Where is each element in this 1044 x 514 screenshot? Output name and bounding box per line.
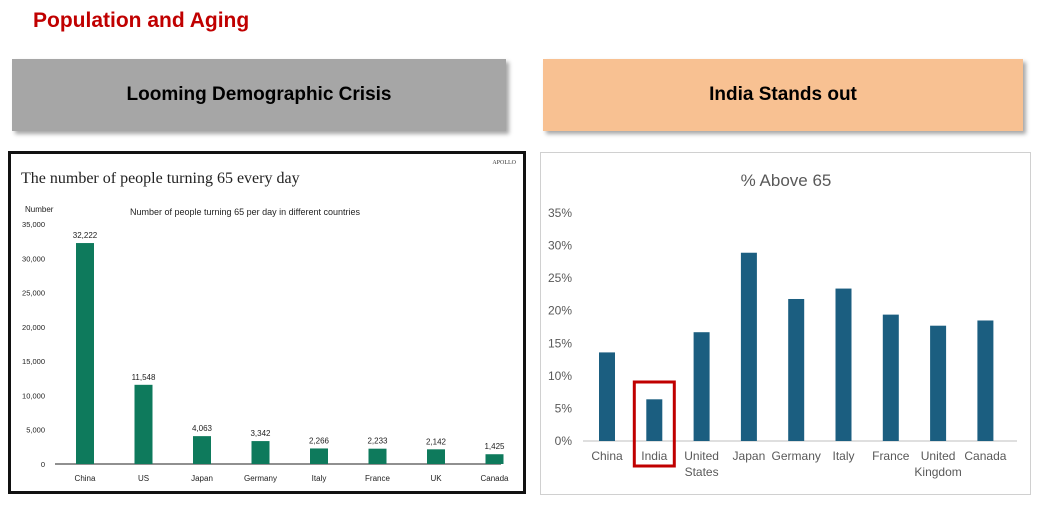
y-tick-label: 0%	[555, 434, 573, 448]
bar	[193, 436, 211, 464]
y-tick-label: 30%	[548, 239, 572, 253]
data-label: 11,548	[132, 373, 156, 382]
bar	[930, 325, 947, 441]
y-tick-label: 25,000	[22, 289, 45, 298]
x-tick-label: United Kingdom	[914, 449, 961, 479]
data-label: 32,222	[73, 231, 98, 240]
india-highlight-box	[632, 380, 676, 468]
y-tick-label: 0	[41, 460, 45, 469]
brand-label: APOLLO	[492, 160, 516, 166]
bar	[835, 288, 852, 441]
left-banner: Looming Demographic Crisis	[12, 59, 506, 131]
y-tick-label: 30,000	[22, 254, 45, 263]
x-tick-label: Germany	[772, 449, 821, 463]
y-tick-label: 35,000	[22, 220, 45, 229]
right-chart: % Above 65 0% 5% 10% 15% 20% 25% 30% 35% China Ind…	[548, 171, 1017, 479]
bar	[740, 252, 757, 441]
bar	[977, 320, 994, 441]
x-tick-label: UK	[430, 474, 442, 483]
y-tick-label: 15%	[548, 336, 572, 350]
left-chart-panel: The number of people turning 65 every da…	[8, 151, 526, 494]
y-tick-label: 15,000	[22, 357, 45, 366]
data-label: 1,425	[484, 442, 505, 451]
chart-title: The number of people turning 65 every da…	[21, 170, 300, 187]
x-tick-label: Germany	[244, 474, 277, 483]
data-label: 2,266	[309, 436, 330, 445]
bar	[134, 384, 153, 464]
chart-title: % Above 65	[741, 171, 832, 190]
slide-title: Population and Aging	[33, 9, 250, 32]
x-tick-label: France	[872, 449, 910, 463]
bar	[251, 441, 270, 464]
x-tick-label: Japan	[733, 449, 766, 463]
x-tick-label: Canada	[480, 474, 509, 483]
bar	[76, 243, 94, 464]
bar	[788, 298, 805, 441]
y-tick-label: 10,000	[22, 391, 45, 400]
bar	[646, 399, 663, 441]
x-tick-label: China	[591, 449, 623, 463]
y-tick-label: 5,000	[26, 426, 45, 435]
x-tick-label: Japan	[191, 474, 213, 483]
data-label: 3,342	[250, 429, 271, 438]
bar	[368, 448, 387, 464]
left-chart: The number of people turning 65 every da…	[21, 160, 517, 483]
y-tick-label: 20%	[548, 304, 572, 318]
y-tick-label: 35%	[548, 206, 572, 220]
data-label: 2,233	[367, 437, 388, 446]
x-tick-label: Italy	[312, 474, 327, 483]
y-tick-label: 10%	[548, 369, 572, 383]
data-label: 2,142	[426, 437, 447, 446]
x-tick-label: France	[365, 474, 390, 483]
x-tick-label: United States	[684, 449, 719, 479]
x-tick-label: US	[138, 474, 149, 483]
bar	[693, 332, 710, 441]
y-tick-label: 25%	[548, 271, 572, 285]
bar	[310, 448, 328, 464]
x-tick-label: Italy	[832, 449, 854, 463]
chart-subtitle: Number of people turning 65 per day in d…	[130, 207, 360, 217]
bar	[599, 352, 615, 441]
data-label: 4,063	[192, 424, 213, 433]
x-tick-label: Canada	[964, 449, 1006, 463]
y-tick-label: 5%	[555, 401, 573, 415]
y-axis-label: Number	[25, 205, 54, 214]
x-tick-label: China	[75, 474, 96, 483]
right-banner: India Stands out	[543, 59, 1023, 131]
bar	[427, 449, 445, 464]
x-tick-label: India	[641, 449, 667, 463]
bar	[485, 454, 504, 464]
right-chart-panel: % Above 65 0% 5% 10% 15% 20% 25% 30% 35% China Ind…	[540, 152, 1031, 495]
y-tick-label: 20,000	[22, 323, 45, 332]
bar	[882, 314, 899, 441]
